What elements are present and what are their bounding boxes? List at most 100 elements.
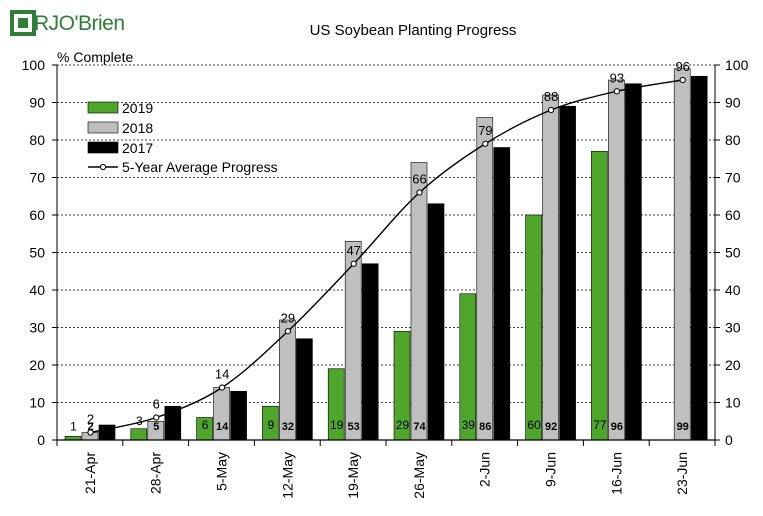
legend-label-2019: 2019 [122, 100, 153, 116]
bar-label-2018: 14 [216, 421, 229, 433]
average-label: 88 [544, 89, 558, 104]
y-axis-label: % Complete [57, 49, 133, 65]
y-tick-label-right: 0 [725, 432, 733, 448]
bar-label-2018: 53 [348, 421, 360, 433]
y-tick-label-left: 70 [29, 170, 45, 186]
legend-marker-average [99, 163, 107, 171]
bar-2017 [625, 83, 642, 441]
x-tick-label: 23-Jun [674, 452, 690, 495]
bar-label-2019: 19 [330, 418, 344, 432]
y-tick-label-left: 30 [29, 320, 45, 336]
legend-label-2017: 2017 [122, 140, 153, 156]
y-tick-label-left: 80 [29, 132, 45, 148]
average-point [548, 106, 555, 114]
axes: 0 0 10 10 20 20 30 30 40 40 50 50 60 60 70 70 80 80 90 90 10… [22, 57, 749, 499]
legend-swatch-2018 [87, 121, 119, 134]
bar-label-2019: 6 [202, 418, 209, 432]
bar-2019 [130, 428, 148, 441]
x-tick-label: 9-Jun [543, 452, 559, 487]
bar-2018 [410, 162, 428, 441]
logo [10, 10, 130, 36]
bar-2017 [427, 203, 445, 441]
y-tick-label-right: 90 [725, 95, 741, 111]
average-point [679, 76, 686, 84]
bar-label-2019: 60 [527, 418, 541, 432]
bar-2019 [525, 214, 542, 441]
average-line-path [90, 79, 683, 434]
x-tick-label: 2-Jun [477, 452, 493, 487]
y-tick-label-right: 40 [725, 282, 741, 298]
y-tick-label-right: 60 [725, 207, 741, 223]
x-tick-label: 26-May [411, 452, 427, 499]
y-tick-label-left: 100 [22, 57, 46, 73]
data-labels: 1 3 6 9 19 29 39 60 77 2 5 14 32 53 74 86 92 96 99 [70, 414, 689, 434]
bar-label-2019: 1 [70, 419, 77, 433]
average-label: 47 [346, 243, 360, 258]
logo-icon [10, 10, 36, 36]
average-label: 79 [478, 123, 492, 138]
average-point [219, 384, 226, 391]
x-tick-label: 12-May [279, 452, 295, 499]
bars [64, 68, 708, 441]
bar-2019 [591, 150, 608, 441]
average-point [482, 140, 489, 147]
bar-label-2019: 9 [268, 418, 275, 432]
bar-label-2018: 32 [282, 421, 294, 433]
bar-label-2018: 86 [479, 421, 491, 433]
y-tick-label-left: 0 [37, 432, 45, 448]
legend-label-average: 5-Year Average Progress [122, 159, 278, 175]
legend-swatch-2017 [87, 141, 119, 154]
bar-label-2018: 92 [545, 421, 557, 433]
y-tick-label-left: 10 [29, 395, 45, 411]
y-tick-label-right: 100 [725, 57, 749, 73]
x-tick-label: 5-May [214, 452, 230, 491]
bar-label-2019: 29 [396, 418, 410, 432]
bar-2018 [608, 79, 625, 441]
legend-swatch-2019 [87, 101, 119, 114]
legend-label-2018: 2018 [122, 120, 153, 136]
bar-label-2018: 99 [677, 421, 689, 433]
bar-2017 [98, 424, 116, 441]
bar-2017 [230, 390, 247, 441]
bar-2017 [559, 105, 576, 441]
x-tick-label: 16-Jun [608, 452, 624, 495]
x-tick-label: 28-Apr [148, 452, 164, 494]
chart-title: US Soybean Planting Progress [310, 22, 517, 39]
x-tick-label: 19-May [345, 452, 361, 499]
bar-label-2018: 96 [611, 421, 623, 433]
x-tick-label: 21-Apr [82, 452, 98, 494]
bar-label-2018: 2 [87, 421, 93, 433]
average-label: 96 [675, 59, 689, 74]
legend: 2019 2018 2017 5-Year Average Progress [87, 100, 278, 175]
y-tick-label-right: 10 [725, 395, 741, 411]
average-label: 6 [153, 397, 160, 412]
average-label: 29 [281, 310, 295, 325]
bar-2018 [476, 117, 494, 441]
average-label: 14 [215, 367, 229, 382]
bar-2017 [361, 263, 379, 441]
y-tick-label-right: 50 [725, 245, 741, 261]
y-tick-label-left: 50 [29, 245, 45, 261]
average-label: 66 [412, 172, 426, 187]
average-label: 93 [610, 70, 624, 85]
average-label: 2 [87, 412, 94, 427]
y-tick-label-right: 80 [725, 132, 741, 148]
y-tick-label-left: 20 [29, 357, 45, 373]
y-tick-label-right: 70 [725, 170, 741, 186]
bar-label-2019: 3 [136, 414, 143, 428]
average-point [613, 88, 621, 95]
bar-2017 [690, 75, 708, 441]
y-tick-label-right: 20 [725, 357, 741, 373]
bar-label-2018: 74 [413, 421, 426, 433]
average-point [284, 328, 291, 335]
bar-label-2019: 77 [593, 418, 607, 432]
bar-label-2018: 5 [153, 421, 159, 433]
bar-label-2019: 39 [462, 418, 476, 432]
y-tick-label-left: 40 [29, 282, 45, 298]
y-tick-label-right: 30 [725, 320, 741, 336]
average-point [87, 429, 94, 436]
y-tick-label-left: 90 [29, 95, 45, 111]
bar-2018 [542, 94, 559, 441]
